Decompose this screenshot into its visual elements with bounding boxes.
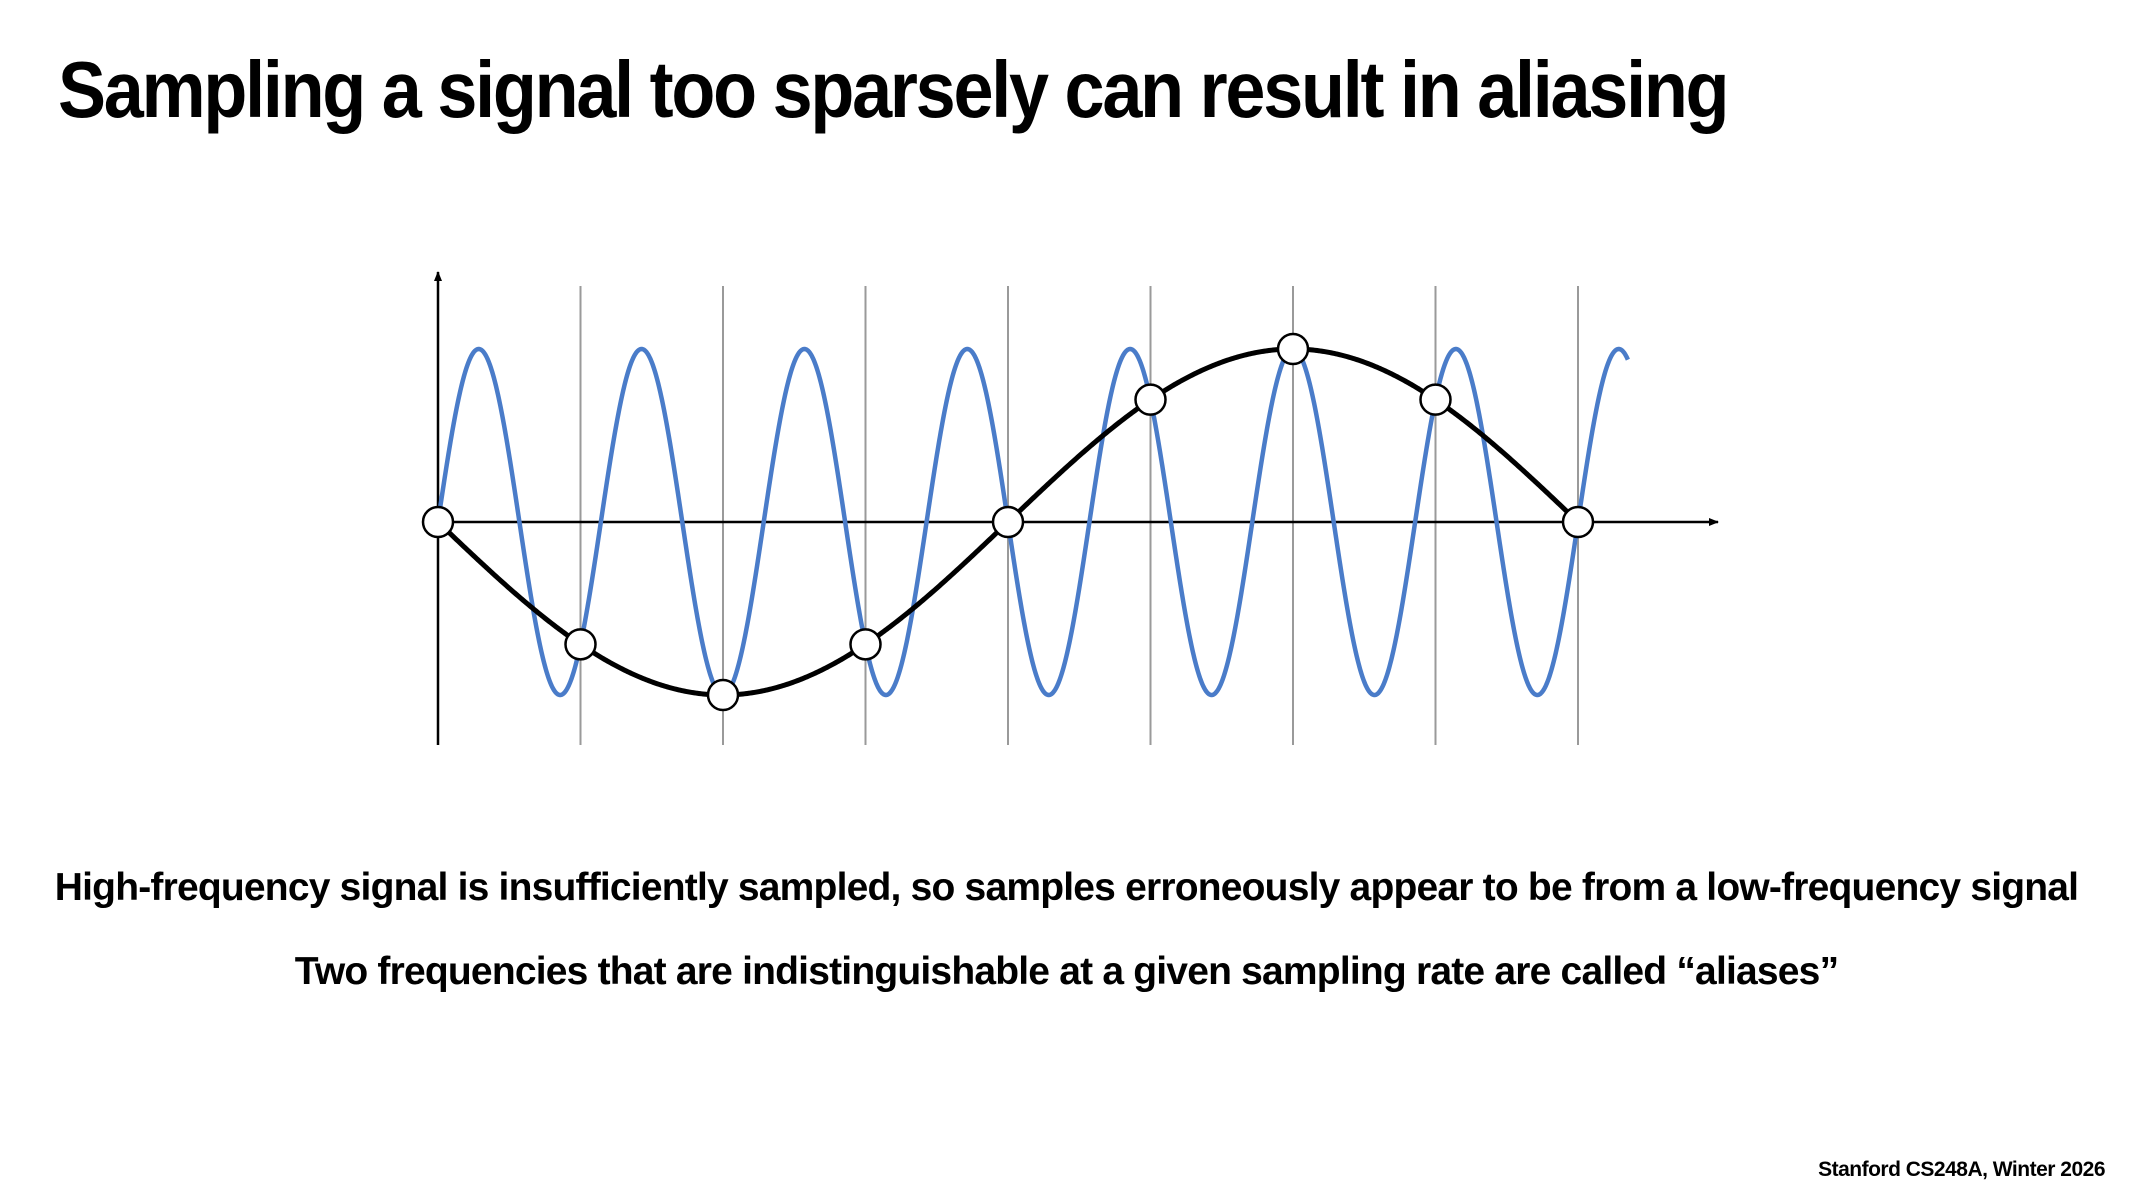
sample-point [1419, 383, 1452, 416]
sample-point [564, 628, 597, 661]
sample-point [1134, 383, 1167, 416]
sample-point [421, 505, 455, 539]
sample-point [1561, 505, 1595, 539]
course-footer: Stanford CS248A, Winter 2026 [1818, 1158, 2105, 1181]
sample-lines [579, 286, 1579, 745]
sample-point [706, 678, 740, 712]
caption-aliases: Two frequencies that are indistinguishab… [294, 950, 1839, 993]
sample-point [1276, 332, 1310, 366]
sample-point [991, 505, 1025, 539]
sample-points [421, 332, 1595, 712]
high-frequency-signal [435, 346, 1630, 698]
sample-point [849, 628, 882, 661]
caption-high-frequency: High-frequency signal is insufficiently … [54, 866, 2079, 909]
slide-title: Sampling a signal too sparsely can resul… [58, 45, 1730, 134]
